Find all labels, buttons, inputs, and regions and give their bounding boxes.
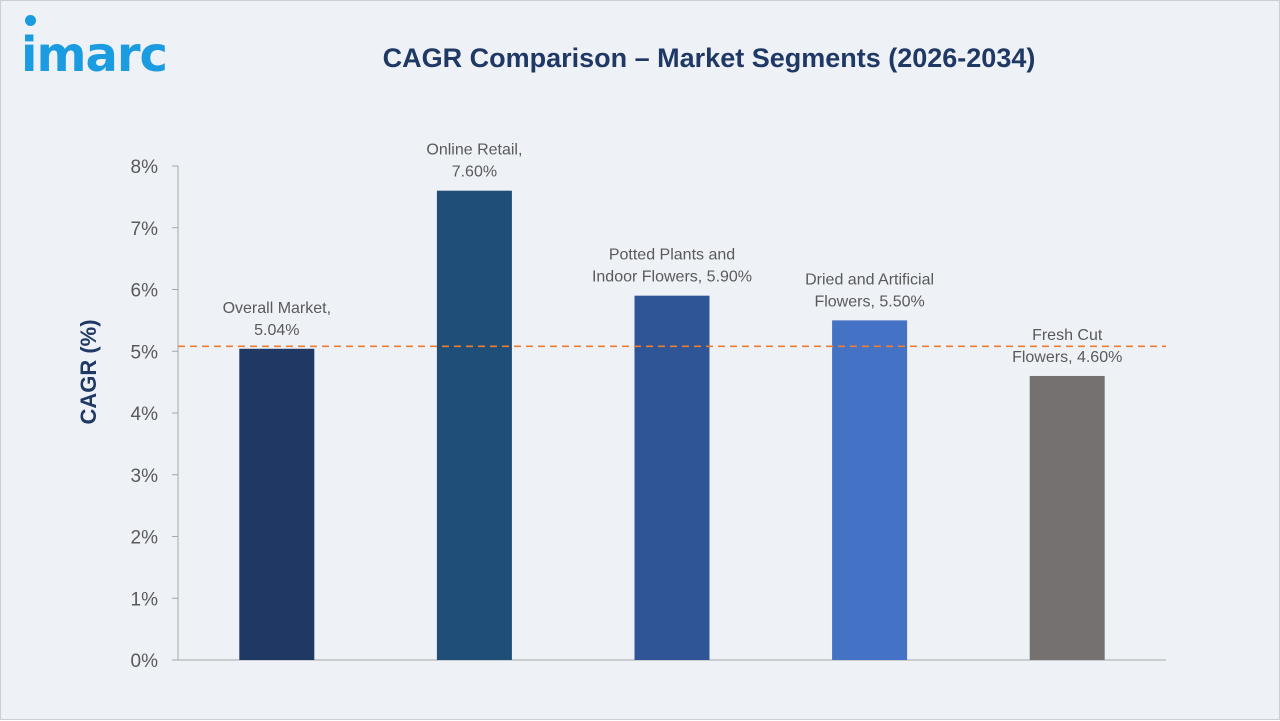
data-label: Online Retail, 7.60% [426, 142, 522, 181]
chart-title: CAGR Comparison – Market Segments (2026-… [382, 43, 1036, 73]
logo-text: imarc [21, 27, 168, 83]
bar-dried-and-artificial-flowers [832, 320, 908, 660]
bar-fresh-cut-flowers [1029, 375, 1105, 660]
y-tick-label: 2% [131, 528, 159, 549]
y-tick-label: 3% [131, 466, 159, 487]
data-label: Overall Market, 5.04% [223, 300, 331, 339]
logo-dot-icon [25, 15, 36, 26]
y-tick-label: 6% [131, 281, 159, 302]
y-tick-label: 8% [131, 157, 159, 178]
bar-potted-plants-and-indoor-flowers [634, 295, 710, 660]
bar-overall-market [239, 348, 315, 660]
y-tick-label: 5% [131, 342, 159, 363]
y-tick-label: 7% [131, 219, 159, 240]
bar-online-retail [436, 190, 512, 660]
y-tick-label: 0% [131, 651, 159, 672]
y-tick-label: 4% [131, 404, 159, 425]
data-label: Potted Plants and Indoor Flowers, 5.90% [592, 247, 752, 286]
data-label: Fresh Cut Flowers, 4.60% [1012, 327, 1122, 366]
data-label: Dried and Artificial Flowers, 5.50% [805, 271, 934, 310]
imarc-logo: imarc [21, 31, 168, 79]
y-tick-label: 1% [131, 589, 159, 610]
